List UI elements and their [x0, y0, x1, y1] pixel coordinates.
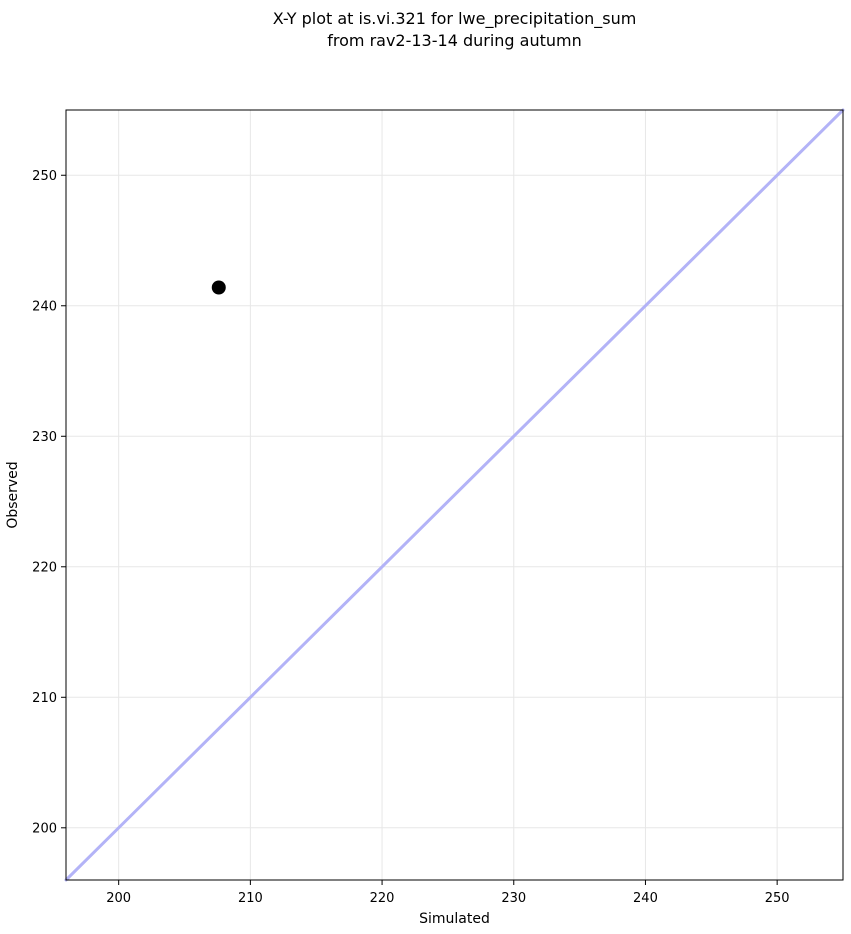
y-tick-label: 200 [32, 821, 57, 836]
chart-title: X-Y plot at is.vi.321 for lwe_precipitat… [66, 8, 843, 52]
x-tick-label: 210 [238, 891, 263, 906]
x-tick-label: 220 [370, 891, 395, 906]
gridlines [66, 110, 843, 880]
y-tick-label: 230 [32, 430, 57, 445]
x-tick-label: 250 [765, 891, 790, 906]
identity-line [64, 108, 845, 882]
y-tick-label: 250 [32, 169, 57, 184]
y-axis-label: Observed [5, 461, 21, 528]
x-tick-label: 230 [501, 891, 526, 906]
axis-ticks: 200 210 220 230 240 250 200 210 220 230 240 250 [32, 169, 789, 906]
y-tick-label: 220 [32, 560, 57, 575]
plot-border [65, 109, 844, 881]
chart-title-line-2: from rav2-13-14 during autumn [327, 31, 582, 50]
y-tick-label: 210 [32, 691, 57, 706]
observations-point [211, 280, 226, 295]
x-axis-label: Simulated [419, 911, 490, 927]
y-tick-label: 240 [32, 299, 57, 314]
chart-title-line-1: X-Y plot at is.vi.321 for lwe_precipitat… [272, 9, 637, 28]
x-tick-label: 200 [106, 891, 131, 906]
series [64, 108, 845, 882]
x-tick-label: 240 [633, 891, 658, 906]
